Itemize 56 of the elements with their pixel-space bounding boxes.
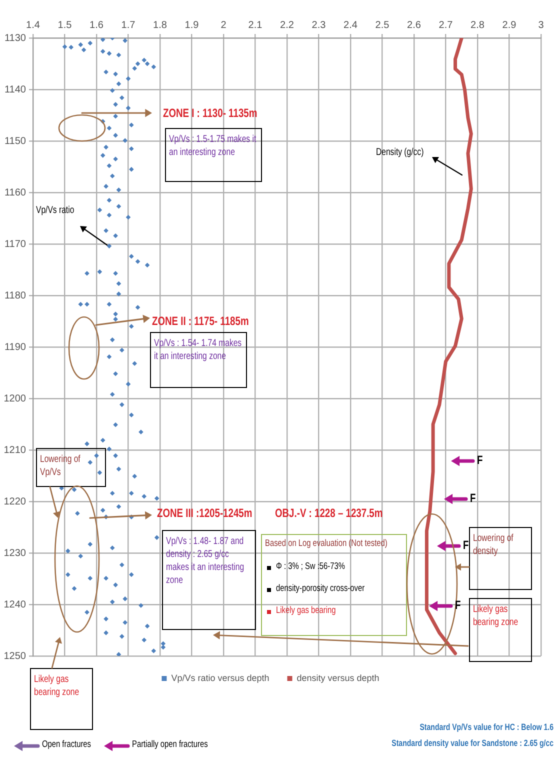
x-tick-label: 3 [538,20,544,31]
x-tick-label: 2.5 [375,20,390,31]
text: Standard Vp/Vs value for HC : Below 1.6 [420,722,554,734]
x-tick-label: 1.9 [184,20,200,31]
annotation: Likely gas bearing zone [473,603,520,629]
legend-label: density versus depth [296,672,380,683]
x-tick-label: 2.6 [407,20,422,31]
y-tick-label: 1170 [4,238,26,250]
annotation: F [470,491,476,507]
annotation: OBJ.-V : 1228 – 1237.5m [275,506,383,522]
annotation: Density (g/cc) [376,146,424,159]
x-tick-label: 2.8 [470,20,485,31]
y-tick-label: 1220 [4,496,26,508]
x-tick-label: 2.3 [312,20,326,31]
x-tick-label: 2.1 [248,20,263,31]
y-tick-label: 1150 [4,136,26,147]
x-tick-label: 2.7 [438,20,454,31]
text: Standard density value for Sandstone : 2.65 g/cc [392,738,554,750]
x-tick-label: 2.9 [502,20,517,31]
legend-label: Vp/Vs ratio versus depth [171,672,270,683]
annotation: Based on Log evaluation (Not tested) [265,538,388,550]
x-tick-label: 2 [220,20,227,31]
annotation: Vp/Vs : 1.5-1.75 makes it an interesting zone [169,133,258,159]
y-tick-label: 1130 [4,32,26,44]
y-tick-label: 1190 [4,342,26,353]
annotation: Vp/Vs : 1.48- 1.87 and density : 2.65 g/cc makes it an interesting zone [166,535,246,587]
y-tick-label: 1180 [4,290,26,302]
annotation: ZONE II : 1175- 1185m [152,314,249,330]
y-tick-label: 1200 [4,393,26,404]
x-tick-label: 1.7 [121,20,136,31]
annotation: F [463,538,469,554]
y-tick-label: 1250 [4,650,26,662]
x-tick-label: 1.4 [26,20,40,31]
annotation: Lowering of Vp/Vs [40,453,82,479]
text: Partially open fractures [132,739,208,752]
annotation: ZONE I : 1130- 1135m [163,106,258,122]
y-tick-label: 1210 [4,444,26,456]
x-tick-label: 1.5 [58,20,72,31]
annotation: density-porosity cross-over [276,583,365,596]
annotation: Lowering of density [473,532,514,558]
annotation: Vp/Vs ratio [36,204,74,217]
annotation: Likely gas bearing [276,605,336,618]
y-tick-label: 1160 [4,187,26,198]
x-tick-label: 2.2 [280,20,294,31]
x-tick-label: 1.6 [90,20,104,31]
annotation: Vp/Vs : 1.54- 1.74 makes it an interesting zone [154,337,243,363]
annotation: Φ : 3% ; Sw :56-73% [276,561,345,574]
x-tick-label: 2.4 [344,20,358,31]
text: Likely gas bearing zone [34,673,80,699]
x-tick-label: 1.8 [153,20,168,31]
y-tick-label: 1240 [4,599,26,610]
y-tick-label: 1140 [4,84,26,96]
annotation: F [477,453,483,469]
text: Open fractures [42,739,92,752]
y-tick-label: 1230 [4,548,26,559]
annotation: ZONE III :1205-1245m [157,506,252,522]
